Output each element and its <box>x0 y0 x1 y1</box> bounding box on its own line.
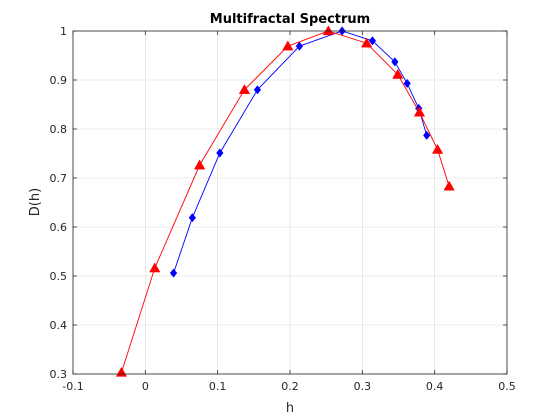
series-1-point <box>391 57 399 67</box>
x-tick-label: 0.4 <box>426 380 444 393</box>
series-1-point <box>295 41 304 51</box>
y-tick-labels: 0.3 0.4 0.5 0.6 0.7 0.8 0.9 1 <box>50 25 68 381</box>
y-tick-label: 0.6 <box>50 221 68 234</box>
x-axis-label: h <box>286 401 294 416</box>
y-tick-label: 0.5 <box>50 270 68 283</box>
x-tick-labels: -0.1 0 0.1 0.2 0.3 0.4 0.5 <box>62 380 515 393</box>
series-1-point <box>423 130 431 140</box>
y-tick-label: 1 <box>60 25 67 38</box>
chart-title: Multifractal Spectrum <box>210 12 370 27</box>
y-tick-label: 0.8 <box>50 123 68 136</box>
tick-marks <box>72 30 508 375</box>
series-2-point <box>413 106 426 117</box>
x-tick-label: 0.2 <box>281 380 299 393</box>
x-tick-label: 0.1 <box>209 380 227 393</box>
series-1-point <box>253 85 262 95</box>
x-tick-label: 0 <box>142 380 149 393</box>
series-2-point <box>443 180 455 191</box>
y-tick-label: 0.9 <box>50 74 68 87</box>
series-1-point <box>169 268 178 278</box>
series-2-point <box>392 68 404 79</box>
series-1-point <box>403 78 411 89</box>
x-tick-label: -0.1 <box>62 380 83 393</box>
series-2-point <box>322 25 334 36</box>
series-2-point <box>361 37 373 48</box>
y-tick-label: 0.3 <box>50 368 68 381</box>
series-2-point <box>193 159 206 170</box>
y-tick-label: 0.7 <box>50 172 68 185</box>
series-1-point <box>368 36 377 46</box>
series-2-point <box>282 40 294 51</box>
series-2-point <box>238 84 251 94</box>
x-tick-label: 0.5 <box>498 380 516 393</box>
x-tick-label: 0.3 <box>354 380 372 393</box>
y-tick-label: 0.4 <box>50 319 68 332</box>
y-axis-label: D(h) <box>28 188 43 216</box>
series-1-point <box>216 148 224 158</box>
series-2-point <box>149 262 161 273</box>
series-2-point <box>431 143 444 154</box>
series-1-point <box>188 213 197 223</box>
